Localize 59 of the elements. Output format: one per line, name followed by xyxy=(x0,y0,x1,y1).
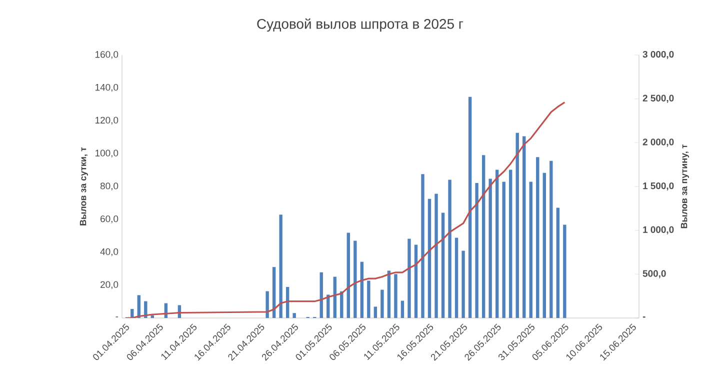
bar xyxy=(516,132,519,318)
bar xyxy=(482,155,486,318)
bar xyxy=(279,214,282,318)
bar xyxy=(408,238,411,318)
y-tick-label: 140,0 xyxy=(96,84,118,92)
bar xyxy=(421,174,424,318)
bar xyxy=(454,238,458,318)
bar xyxy=(394,274,398,318)
y2-tick-label: 2 000,0 xyxy=(642,138,674,147)
bar xyxy=(468,96,472,318)
y-tick-label: 120,0 xyxy=(96,116,118,125)
y2-tick-label: 1 500,0 xyxy=(643,182,674,191)
y2-tick-label: 2 500,0 xyxy=(642,94,674,103)
y2-axis-title: Вылов за путину, т xyxy=(680,144,689,228)
bar xyxy=(434,194,438,318)
bar xyxy=(529,182,532,318)
bar xyxy=(536,157,540,318)
bar xyxy=(272,267,276,318)
bar xyxy=(374,306,378,318)
bar xyxy=(488,178,492,318)
bar xyxy=(367,280,370,318)
bar xyxy=(441,212,445,318)
bar xyxy=(387,270,391,318)
bar xyxy=(354,240,357,318)
bar xyxy=(495,170,499,318)
y-tick-label: - xyxy=(116,316,118,318)
bar xyxy=(475,183,478,318)
y-tick-label: 60,0 xyxy=(100,215,118,224)
bar xyxy=(400,300,404,318)
bar xyxy=(448,180,452,318)
bar xyxy=(360,262,364,318)
bar xyxy=(556,208,560,318)
chart-title: Судовой вылов шпрота в 2025 г xyxy=(257,18,464,32)
bar xyxy=(563,224,566,318)
bar xyxy=(508,170,512,318)
bar xyxy=(502,182,506,318)
bar xyxy=(346,232,350,318)
bar xyxy=(333,276,336,318)
y2-tick-label: 1 000,0 xyxy=(643,226,674,234)
bar xyxy=(414,244,418,318)
bar xyxy=(266,291,269,318)
y-tick-label: 160,0 xyxy=(96,51,118,59)
bar xyxy=(380,290,384,318)
bar xyxy=(292,313,296,318)
y2-tick-label: 3 000,0 xyxy=(642,50,674,60)
y-tick-label: 40,0 xyxy=(100,248,118,256)
bar xyxy=(550,160,553,318)
y-axis-title: Вылов за сутки, т xyxy=(80,147,88,226)
bar xyxy=(522,136,526,318)
y-tick-label: 20,0 xyxy=(100,281,118,290)
bar xyxy=(542,172,546,318)
bar xyxy=(462,250,465,318)
bar xyxy=(144,301,148,318)
bar xyxy=(320,272,323,318)
y2-tick-label: 500,0 xyxy=(642,270,666,278)
y2-tick-label: - xyxy=(642,316,646,318)
bar xyxy=(428,198,432,318)
y-tick-label: 80,0 xyxy=(100,182,118,190)
y-tick-label: 100,0 xyxy=(96,150,118,158)
